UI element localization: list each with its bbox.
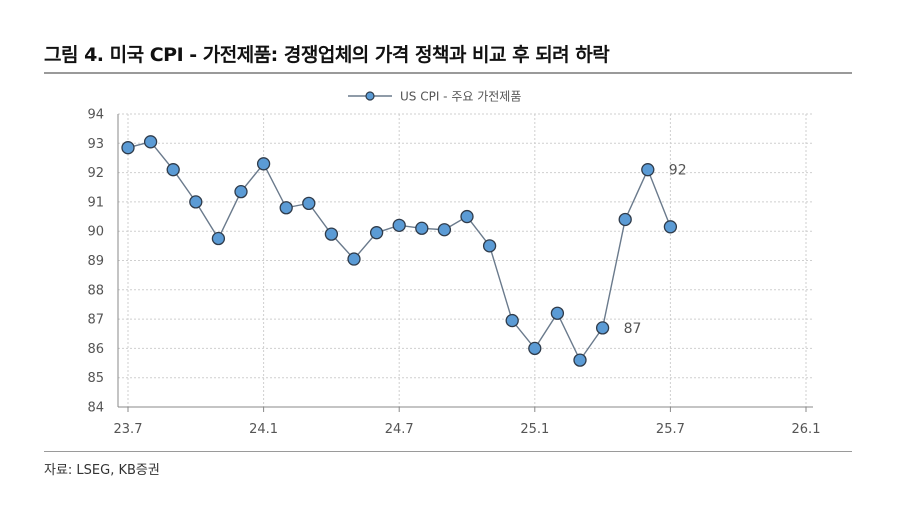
data-point <box>189 195 203 209</box>
y-tick-label: 87 <box>87 313 104 328</box>
data-label: 92 <box>669 163 687 179</box>
data-point <box>460 209 474 224</box>
data-point <box>528 341 542 356</box>
x-tick-label: 25.7 <box>656 422 685 437</box>
x-tick-label: 26.1 <box>792 422 821 437</box>
y-tick-label: 93 <box>87 137 104 152</box>
data-point <box>663 220 678 234</box>
data-point <box>256 157 271 171</box>
data-series <box>121 135 678 367</box>
data-point <box>437 223 452 237</box>
chart-title: 그림 4. 미국 CPI - 가전제품: 경쟁업체의 가격 정책과 비교 후 되… <box>44 44 610 66</box>
x-tick-label: 25.1 <box>520 422 549 437</box>
data-point <box>279 201 293 215</box>
data-point <box>166 163 180 177</box>
x-tick-labels: 23.7 24.1 24.7 25.1 25.7 26.1 <box>114 422 821 437</box>
y-tick-label: 84 <box>87 401 104 416</box>
data-point <box>302 196 316 211</box>
data-point <box>641 163 655 177</box>
x-tick-label: 23.7 <box>114 422 143 437</box>
data-point <box>595 321 610 335</box>
y-tick-label: 89 <box>87 254 104 269</box>
data-point <box>482 239 497 253</box>
y-tick-label: 92 <box>87 166 104 181</box>
data-point <box>234 184 248 199</box>
data-point <box>211 231 226 246</box>
y-tick-label: 88 <box>87 283 104 298</box>
data-point <box>143 135 158 149</box>
data-point <box>618 212 632 227</box>
y-tick-label: 94 <box>87 108 104 123</box>
y-tick-labels: 84 85 86 87 88 89 90 91 92 93 94 <box>87 108 104 416</box>
axes <box>117 114 813 412</box>
data-point <box>415 221 429 235</box>
footer-divider <box>44 451 852 452</box>
title-divider <box>44 72 852 74</box>
source-note: 자료: LSEG, KB증권 <box>44 463 160 478</box>
annotations: 92 87 <box>624 163 687 337</box>
data-point <box>550 306 565 320</box>
legend: US CPI - 주요 가전제품 <box>348 90 521 104</box>
data-point <box>505 313 519 328</box>
data-point <box>392 218 406 232</box>
data-point <box>573 353 587 367</box>
legend-marker <box>365 91 375 101</box>
data-point <box>324 227 339 241</box>
data-point <box>347 252 361 266</box>
y-tick-label: 91 <box>87 195 104 210</box>
legend-label: US CPI - 주요 가전제품 <box>400 90 521 104</box>
y-tick-label: 85 <box>87 371 104 386</box>
data-label: 87 <box>624 321 642 337</box>
x-tick-label: 24.7 <box>385 422 414 437</box>
y-tick-label: 86 <box>87 342 104 357</box>
y-tick-label: 90 <box>87 225 104 240</box>
data-point <box>121 141 135 155</box>
data-point <box>369 226 384 240</box>
grid-lines <box>118 113 813 407</box>
x-tick-label: 24.1 <box>249 422 278 437</box>
